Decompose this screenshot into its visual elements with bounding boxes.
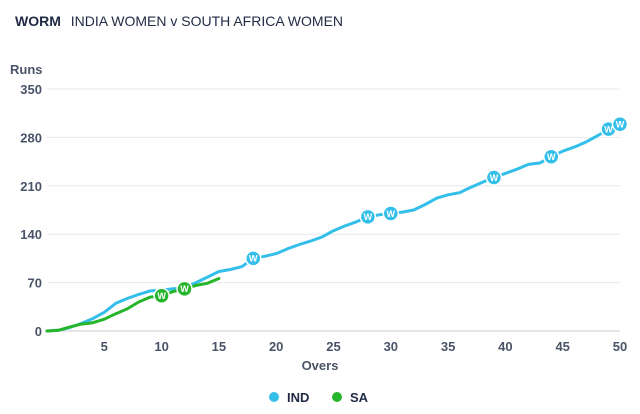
- y-axis-ticks: 0 70 140 210 280 350: [20, 82, 42, 339]
- y-tick-label: 280: [20, 130, 42, 145]
- x-axis-title: Overs: [302, 358, 339, 373]
- wicket-label: W: [364, 212, 373, 222]
- x-tick-label: 10: [154, 339, 168, 354]
- wicket-circle: [245, 250, 262, 267]
- wicket-marker-ind[interactable]: W: [485, 169, 503, 186]
- wicket-marker-ind[interactable]: W: [382, 205, 400, 222]
- wicket-label: W: [604, 124, 613, 134]
- legend: IND SA: [269, 390, 369, 405]
- chart-tag: WORM: [15, 13, 61, 29]
- wicket-circle: [611, 116, 629, 133]
- x-tick-label: 15: [212, 339, 226, 354]
- wicket-circle: [485, 169, 503, 186]
- y-tick-label: 140: [20, 227, 42, 242]
- x-tick-label: 45: [555, 339, 569, 354]
- x-tick-label: 30: [384, 339, 398, 354]
- legend-label: SA: [350, 390, 369, 405]
- legend-swatch: [332, 392, 342, 402]
- series-line-ind: [45, 122, 622, 333]
- series-lines: [45, 122, 622, 333]
- wicket-label: W: [616, 120, 625, 130]
- wicket-marker-sa[interactable]: W: [176, 280, 193, 298]
- wicket-marker-sa[interactable]: W: [153, 287, 170, 304]
- x-tick-label: 20: [269, 339, 283, 354]
- x-tick-label: 50: [613, 339, 627, 354]
- wicket-circle: [359, 208, 377, 226]
- wicket-circle: [176, 280, 193, 298]
- wicket-label: W: [387, 209, 396, 219]
- legend-item-ind[interactable]: IND: [269, 390, 309, 405]
- wicket-circle: [542, 148, 560, 166]
- legend-item-sa[interactable]: SA: [332, 390, 369, 405]
- wicket-marker-ind[interactable]: W: [542, 148, 560, 166]
- y-axis-title: Runs: [10, 62, 43, 77]
- y-tick-label: 0: [35, 324, 42, 339]
- x-tick-label: 25: [326, 339, 340, 354]
- wicket-label: W: [490, 173, 499, 183]
- wicket-marker-ind[interactable]: W: [245, 250, 262, 267]
- wicket-label: W: [249, 254, 258, 264]
- x-tick-label: 5: [101, 339, 108, 354]
- legend-swatch: [269, 392, 279, 402]
- match-title: INDIA WOMEN v SOUTH AFRICA WOMEN: [70, 13, 344, 29]
- wicket-label: W: [157, 291, 166, 301]
- wicket-circle: [153, 287, 170, 304]
- y-tick-label: 210: [20, 179, 42, 194]
- chart-title: WORM INDIA WOMEN v SOUTH AFRICA WOMEN: [15, 13, 343, 29]
- wicket-marker-ind[interactable]: W: [611, 116, 629, 133]
- legend-label: IND: [287, 390, 309, 405]
- wicket-marker-ind[interactable]: W: [359, 208, 377, 226]
- grid-lines: [47, 88, 620, 332]
- x-tick-label: 40: [498, 339, 512, 354]
- series-line-sa: [45, 277, 221, 333]
- x-tick-label: 35: [441, 339, 455, 354]
- wicket-label: W: [547, 152, 556, 162]
- x-axis-ticks: 5 10 15 20 25 30 35 40 45 50: [101, 339, 628, 354]
- y-tick-label: 350: [20, 82, 42, 97]
- wicket-circle: [382, 205, 400, 222]
- y-tick-label: 70: [28, 276, 42, 291]
- wicket-label: W: [180, 284, 189, 294]
